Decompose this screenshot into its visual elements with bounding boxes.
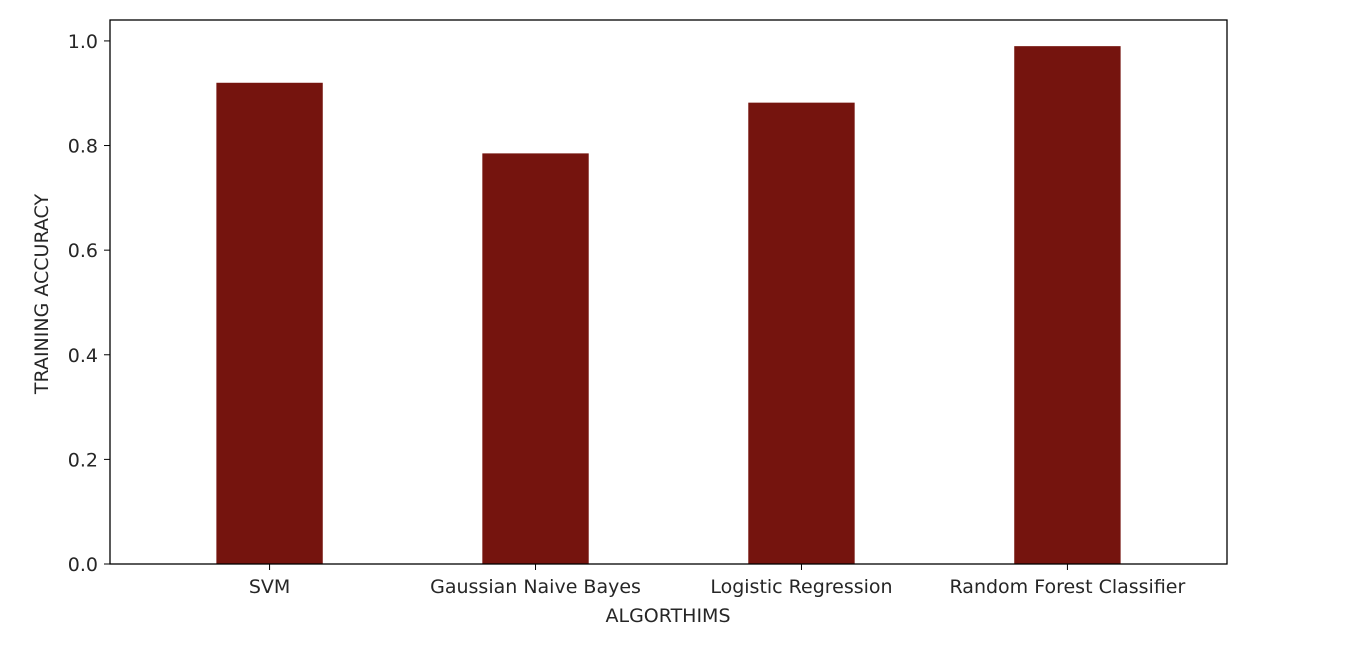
y-axis-ticks: 0.0 0.2 0.4 0.6 0.8 1.0 (68, 31, 110, 576)
y-tick-label: 0.6 (68, 240, 98, 262)
bar-1 (482, 153, 589, 564)
y-tick-label: 0.0 (68, 554, 98, 576)
x-tick-label: SVM (249, 576, 290, 598)
y-axis-title: TRAINING ACCURACY (31, 194, 53, 396)
y-tick-label: 1.0 (68, 31, 98, 53)
bar-2 (748, 102, 855, 565)
y-tick-label: 0.2 (68, 449, 98, 471)
bar-3 (1014, 46, 1121, 564)
bar-0 (216, 82, 323, 565)
x-axis-ticks: SVM Gaussian Naive Bayes Logistic Regressi… (249, 564, 1186, 598)
y-tick-label: 0.8 (68, 136, 98, 158)
x-axis-title: ALGORTHIMS (605, 605, 730, 627)
x-tick-label: Random Forest Classifier (950, 576, 1186, 598)
x-tick-label: Gaussian Naive Bayes (430, 576, 641, 598)
y-tick-label: 0.4 (68, 345, 98, 367)
plot-frame (109, 19, 1228, 565)
x-tick-label: Logistic Regression (710, 576, 892, 598)
bars (216, 46, 1121, 565)
